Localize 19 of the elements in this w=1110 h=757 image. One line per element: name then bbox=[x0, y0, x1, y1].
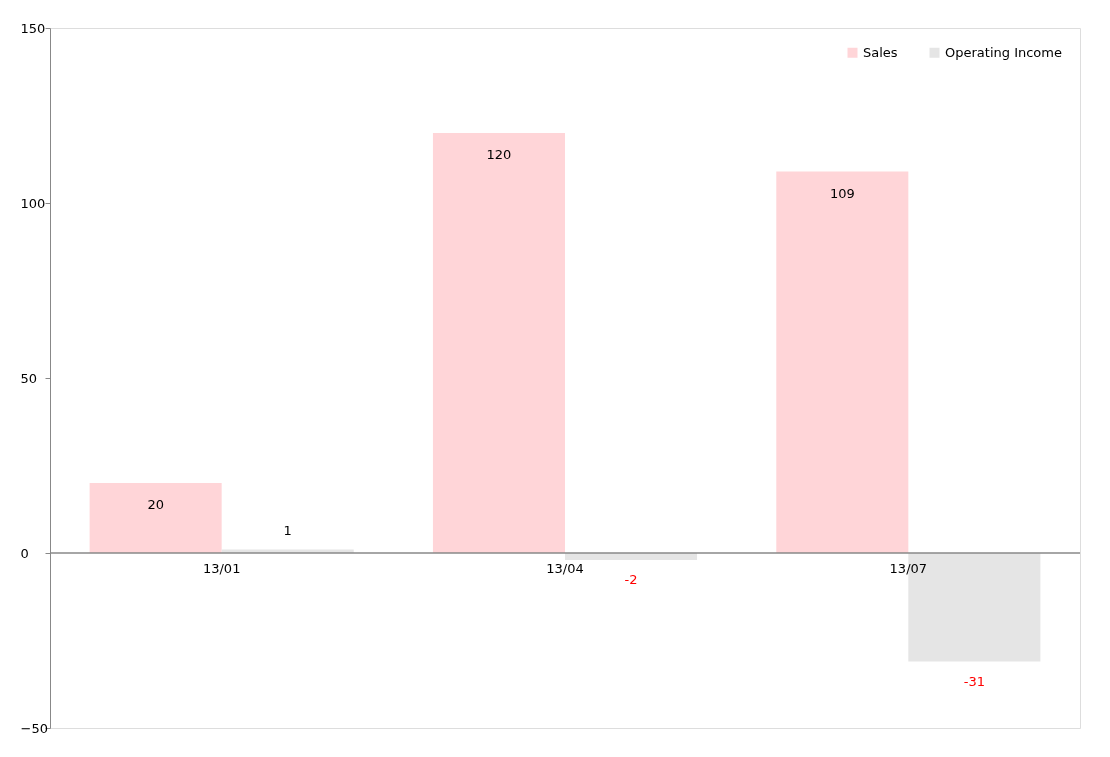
x-tick-label: 13/04 bbox=[546, 561, 584, 576]
bar bbox=[776, 171, 909, 553]
data-label: -31 bbox=[963, 673, 985, 689]
data-label: 1 bbox=[283, 522, 292, 538]
data-label: 120 bbox=[486, 147, 512, 162]
y-tick-label: −50 bbox=[20, 720, 48, 736]
data-label: 109 bbox=[829, 185, 855, 201]
x-tick-label: 13/07 bbox=[889, 561, 928, 576]
bar bbox=[432, 133, 565, 553]
data-label: 20 bbox=[147, 497, 164, 512]
y-tick-label: 100 bbox=[20, 195, 46, 211]
bar bbox=[89, 483, 222, 553]
x-tick-label: 13/01 bbox=[202, 561, 241, 576]
data-label: -2 bbox=[624, 572, 638, 587]
y-tick-label: 0 bbox=[20, 545, 29, 561]
y-tick-label: 50 bbox=[20, 370, 38, 386]
y-tick-label: 150 bbox=[20, 20, 46, 36]
legend-label: Sales bbox=[863, 44, 898, 60]
legend-label: Operating Income bbox=[945, 44, 1062, 60]
